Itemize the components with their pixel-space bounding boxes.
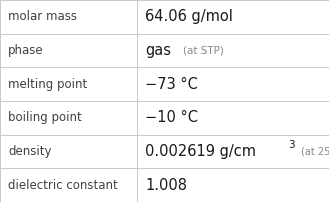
Text: −10 °C: −10 °C: [145, 110, 198, 125]
Text: melting point: melting point: [8, 78, 87, 91]
Text: (at STP): (at STP): [183, 45, 223, 56]
Text: molar mass: molar mass: [8, 10, 77, 23]
Text: 0.002619 g/cm: 0.002619 g/cm: [145, 144, 256, 159]
Text: dielectric constant: dielectric constant: [8, 179, 118, 192]
Text: 64.06 g/mol: 64.06 g/mol: [145, 9, 233, 24]
Text: −73 °C: −73 °C: [145, 77, 198, 92]
Text: density: density: [8, 145, 52, 158]
Text: (at 25°C): (at 25°C): [301, 146, 329, 157]
Text: gas: gas: [145, 43, 171, 58]
Text: phase: phase: [8, 44, 44, 57]
Text: boiling point: boiling point: [8, 111, 82, 124]
Text: 1.008: 1.008: [145, 178, 187, 193]
Text: 3: 3: [288, 140, 295, 150]
